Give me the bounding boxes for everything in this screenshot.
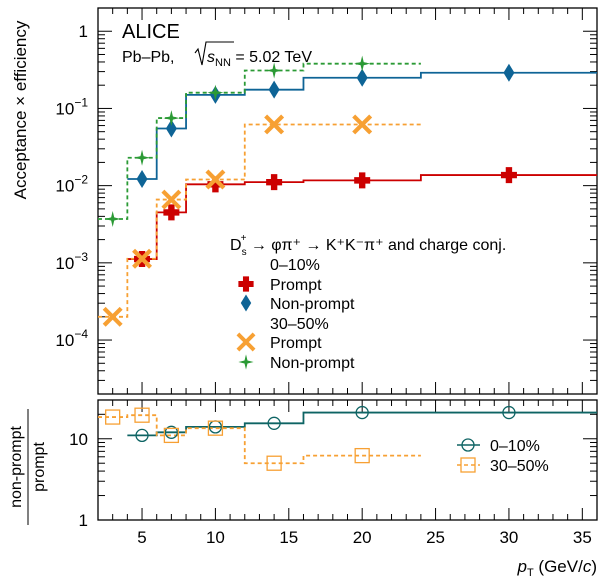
top-series-1-point — [356, 68, 368, 87]
x-tick-label: 5 — [137, 528, 146, 547]
y-tick-base: 10 — [55, 99, 74, 118]
energy-subscript: NN — [215, 57, 231, 69]
top-series-0-point — [500, 167, 517, 184]
experiment-label: ALICE — [122, 21, 180, 43]
bottom-series-1-point — [207, 420, 224, 436]
top-series-0-point — [266, 174, 283, 191]
y-tick-base: 10 — [55, 177, 74, 196]
legend-header-rest: → φπ⁺ → K⁺K⁻π⁺ and charge conj. — [246, 237, 506, 254]
x-axis-title: pT (GeV/c) — [517, 557, 598, 579]
ratio-denominator: prompt — [31, 442, 48, 492]
top-series-3-point — [134, 149, 151, 166]
x-axis-unit: (GeV/ — [534, 557, 583, 576]
y-tick-label: 1 — [79, 511, 88, 530]
legend-header-sub: s — [242, 247, 247, 258]
top-series-2-point — [102, 306, 123, 327]
legend-group-label: 30–50% — [270, 316, 329, 333]
top-series-2-point — [132, 248, 152, 269]
bottom-series-0-point — [502, 405, 516, 420]
bottom-series-1-point — [105, 409, 121, 425]
y-tick-label: 10 — [69, 430, 88, 449]
legend-entry-label: Non-prompt — [270, 296, 355, 313]
system-label: Pb–Pb, — [122, 49, 174, 66]
y-tick-exponent: −2 — [74, 173, 88, 187]
top-series-3-point — [163, 110, 180, 127]
sqrt-sign — [194, 41, 234, 66]
bottom-series-1-step-line — [98, 414, 421, 465]
y-tick-base: 10 — [55, 331, 74, 350]
y-tick-exponent: −4 — [74, 327, 88, 341]
top-series-2-step-line — [98, 123, 421, 318]
bottom-legend-marker — [461, 438, 475, 452]
top-series-2-point — [161, 189, 182, 210]
bottom-series-1-point — [134, 407, 150, 423]
y-tick-label: 10−2 — [55, 173, 88, 196]
top-series-3-step-line — [98, 62, 421, 220]
ratio-numerator: non-prompt — [8, 426, 25, 508]
legend-entry-label: Prompt — [270, 277, 322, 294]
bottom-legend-label: 30–50% — [490, 458, 549, 475]
x-axis-unit-close: ) — [591, 557, 597, 576]
legend-header: Ds + → φπ⁺ → K⁺K⁻π⁺ and charge conj. — [230, 233, 506, 258]
top-series-3-point — [266, 62, 283, 79]
y-tick-exponent: −1 — [74, 95, 88, 109]
x-tick-label: 10 — [206, 528, 225, 547]
x-tick-label: 20 — [353, 528, 372, 547]
top-series-1-point — [136, 169, 148, 188]
bottom-series-0-point — [164, 425, 179, 439]
top-series-2-point — [264, 114, 285, 135]
legend-group-label: 0–10% — [270, 257, 320, 274]
y-tick-base: 10 — [55, 254, 74, 273]
top-series-3-point — [207, 84, 224, 101]
y-tick-exponent: −3 — [74, 250, 88, 264]
top-series-0-point — [354, 172, 371, 189]
bottom-series-1-point — [266, 455, 282, 471]
bottom-series-0-point — [135, 428, 149, 443]
x-tick-label: 25 — [426, 528, 445, 547]
top-series-1-point — [268, 80, 280, 99]
top-series-3-point — [104, 210, 121, 227]
x-tick-label: 15 — [279, 528, 298, 547]
bottom-legend-label: 0–10% — [490, 438, 540, 455]
x-axis-symbol: p — [517, 557, 527, 576]
bottom-series-0-point — [355, 405, 369, 420]
x-tick-label: 30 — [499, 528, 518, 547]
top-series-0-point — [163, 204, 180, 221]
top-series-0-point — [207, 176, 224, 193]
energy-label: sNN = 5.02 TeV — [207, 49, 312, 69]
y-tick-label: 1 — [79, 22, 88, 41]
legend-marker — [236, 332, 256, 352]
legend-entry-label: Non-prompt — [270, 355, 355, 372]
top-series-2-point — [352, 114, 373, 135]
bottom-legend-marker — [460, 457, 476, 473]
energy-symbol: s — [207, 49, 215, 66]
x-axis-subscript: T — [527, 567, 534, 579]
y-tick-label: 10−3 — [55, 250, 88, 273]
top-series-3-point — [354, 55, 371, 72]
x-axis-unit-c: c — [583, 557, 592, 576]
system-text: Pb–Pb, — [122, 49, 174, 66]
y-axis-title: Acceptance × efficiency — [11, 20, 30, 199]
y-tick-label: 10−4 — [55, 327, 88, 350]
y-tick-label: 10−1 — [55, 95, 88, 118]
legend-marker — [240, 294, 252, 312]
top-series-1-point — [165, 119, 177, 138]
bottom-series-0-step-line — [127, 411, 597, 437]
x-tick-label: 35 — [573, 528, 592, 547]
top-series-2-point — [205, 169, 226, 190]
legend-header-sup: + — [241, 233, 247, 244]
legend-marker — [238, 354, 254, 370]
energy-value: = 5.02 TeV — [231, 49, 312, 66]
legend-marker — [238, 276, 254, 292]
bottom-series-1-point — [163, 427, 180, 444]
top-series-1-point — [503, 63, 515, 82]
legend-header-d: D — [230, 237, 242, 254]
legend-entry-label: Prompt — [270, 335, 322, 352]
bottom-series-0-point — [267, 416, 281, 430]
bottom-series-1-point — [354, 447, 370, 464]
